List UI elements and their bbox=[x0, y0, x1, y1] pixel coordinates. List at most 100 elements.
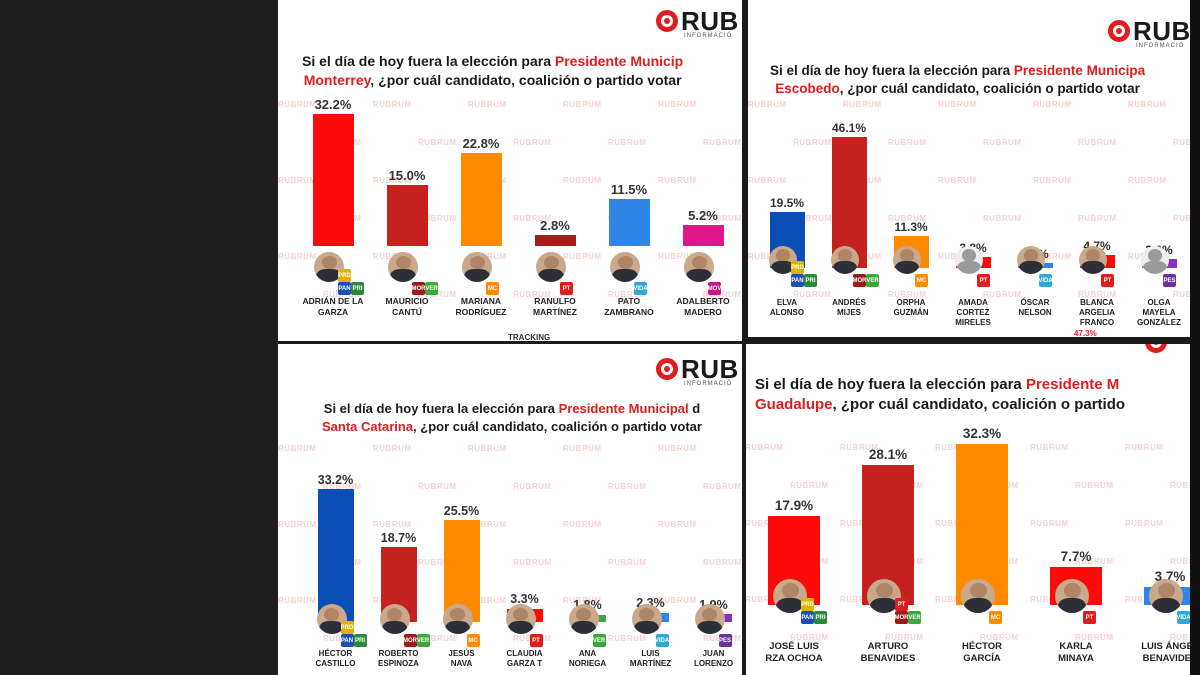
watermark-text: RUBRUM bbox=[513, 138, 552, 147]
watermark-text: RUBRUM bbox=[418, 138, 457, 147]
candidate-name: ÓSCAR NELSON bbox=[1018, 298, 1052, 317]
logo-text: RUB bbox=[681, 354, 739, 384]
candidate-photo bbox=[1079, 246, 1107, 274]
candidate-name: MAURICIO CANTÚ bbox=[385, 296, 429, 317]
candidate-name: BLANCA ARGELIA FRANCO bbox=[1079, 298, 1115, 327]
watermark-text: RUBRUM bbox=[513, 558, 552, 567]
candidate-photo bbox=[955, 246, 983, 274]
watermark-text: RUBRUM bbox=[278, 252, 317, 261]
watermark-text: RUBRUM bbox=[1075, 633, 1114, 642]
title-line2: , ¿por cuál candidato, coalición o parti… bbox=[413, 418, 702, 434]
candidate-photo bbox=[773, 579, 807, 613]
watermark-text: RUBRUM bbox=[468, 520, 507, 529]
bar-5 bbox=[682, 224, 724, 246]
municipality-name: Guadalupe bbox=[755, 396, 833, 414]
watermark-text: RUBRUM bbox=[983, 290, 1022, 299]
party-logo-icon: PT bbox=[560, 282, 573, 295]
watermark-text: RUBRUM bbox=[373, 520, 412, 529]
party-logo-icon: VER bbox=[908, 611, 921, 624]
left-background bbox=[0, 0, 278, 675]
bar-value-label: 22.8% bbox=[462, 135, 500, 151]
party-logo-icon: PES bbox=[1163, 274, 1176, 287]
watermark-text: RUBRUM bbox=[840, 519, 879, 528]
bar-3 bbox=[534, 234, 576, 246]
watermark-text: RUBRUM bbox=[1170, 633, 1190, 642]
watermark-text: RUBRUM bbox=[748, 176, 787, 185]
watermark-text: RUBRUM bbox=[703, 482, 742, 491]
watermark-text: RUBRUM bbox=[468, 444, 507, 453]
bar-value-label: 11.3% bbox=[894, 219, 928, 234]
candidate-photo bbox=[1141, 246, 1169, 274]
title-prefix: Si el día de hoy fuera la elección para bbox=[770, 63, 1014, 78]
watermark-text: RUBRUM bbox=[840, 443, 879, 452]
bar-0 bbox=[317, 489, 354, 622]
watermark-text: RUBRUM bbox=[1125, 443, 1164, 452]
watermark-text: RUBRUM bbox=[658, 100, 697, 109]
candidate-name: ADALBERTO MADERO bbox=[676, 296, 730, 317]
title-line2: , ¿por cuál candidato, coalición o parti… bbox=[370, 71, 682, 88]
watermark-text: RUBRUM bbox=[745, 595, 784, 604]
candidate-photo bbox=[831, 246, 859, 274]
logo-ring-icon bbox=[1108, 20, 1130, 42]
watermark-text: RUBRUM bbox=[983, 214, 1022, 223]
bar-2 bbox=[460, 152, 502, 246]
party-logo-icon: VIDA bbox=[1176, 611, 1190, 624]
bar-value-label: 18.7% bbox=[380, 530, 417, 545]
watermark-text: RUBRUM bbox=[1173, 214, 1190, 223]
candidate-photo bbox=[316, 604, 347, 634]
logo-ring-icon bbox=[656, 10, 678, 32]
party-logo-icon: VER bbox=[425, 282, 438, 295]
watermark-text: RUBRUM bbox=[608, 290, 647, 299]
party-logo-icon: MOR bbox=[853, 274, 867, 287]
watermark-text: RUBRUM bbox=[703, 138, 742, 147]
watermark-text: RUBRUM bbox=[980, 633, 1019, 642]
watermark-text: RUBRUM bbox=[793, 214, 832, 223]
watermark-text: RUBRUM bbox=[935, 595, 974, 604]
candidate-name: ROBERTO ESPINOZA bbox=[378, 649, 419, 668]
candidate-name: ANA NORIEGA bbox=[568, 649, 607, 668]
candidate-name: CLAUDIA GARZA T bbox=[506, 649, 543, 668]
bar-value-label: 7.7% bbox=[1060, 549, 1092, 564]
bar-value-label: 46.1% bbox=[831, 120, 867, 135]
watermark-text: RUBRUM bbox=[563, 252, 602, 261]
candidate-name: MARIANA RODRÍGUEZ bbox=[455, 296, 507, 317]
poll-panel-santa-catarina: RUB INFORMACIÓ Si el día de hoy fuera la… bbox=[278, 344, 742, 675]
candidate-name: ADRIÁN DE LA GARZA bbox=[302, 296, 364, 317]
candidate-name: JESÚS NAVA bbox=[448, 649, 475, 668]
watermark-text: RUBRUM bbox=[938, 100, 977, 109]
watermark-text: RUBRUM bbox=[513, 214, 552, 223]
bar-value-label: 2.8% bbox=[540, 217, 570, 233]
party-logo-icon: PAN bbox=[340, 634, 354, 647]
watermark-text: RUBRUM bbox=[658, 252, 697, 261]
watermark-text: RUBRUM bbox=[373, 100, 412, 109]
watermark-text: RUBRUM bbox=[418, 634, 457, 643]
party-logo-icon: PRD bbox=[338, 269, 351, 282]
bar-value-label: 17.9% bbox=[774, 498, 814, 513]
party-logo-icon: PAN bbox=[791, 274, 804, 287]
bar-value-label: 33.2% bbox=[317, 472, 354, 487]
candidate-name: RANULFO MARTÍNEZ bbox=[533, 296, 577, 317]
party-logo-icon: PRD bbox=[340, 621, 354, 634]
watermark-text: RUBRUM bbox=[563, 520, 602, 529]
watermark-text: RUBRUM bbox=[703, 558, 742, 567]
party-logo-icon: MC bbox=[466, 634, 480, 647]
candidate-photo bbox=[568, 604, 599, 634]
party-logo-icon: PT bbox=[529, 634, 543, 647]
watermark-text: RUBRUM bbox=[418, 482, 457, 491]
watermark-text: RUBRUM bbox=[563, 444, 602, 453]
title-line2: , ¿por cuál candidato, coalición o parti… bbox=[839, 81, 1140, 97]
bar-1 bbox=[386, 184, 428, 246]
watermark-text: RUBRUM bbox=[745, 519, 784, 528]
title-highlight: Presidente M bbox=[1025, 376, 1120, 393]
party-logo-icon: MC bbox=[915, 274, 928, 287]
candidate-name: ELVA ALONSO bbox=[769, 298, 805, 317]
watermark-text: RUBRUM bbox=[658, 596, 697, 605]
watermark-text: RUBRUM bbox=[703, 290, 742, 299]
watermark-text: RUBRUM bbox=[748, 100, 787, 109]
candidate-photo bbox=[610, 252, 640, 282]
panel-divider-vertical bbox=[742, 0, 746, 675]
watermark-text: RUBRUM bbox=[1033, 252, 1072, 261]
candidate-photo bbox=[536, 252, 566, 282]
candidate-name: HÉCTOR CASTILLO bbox=[315, 649, 356, 668]
watermark-text: RUBRUM bbox=[468, 100, 507, 109]
